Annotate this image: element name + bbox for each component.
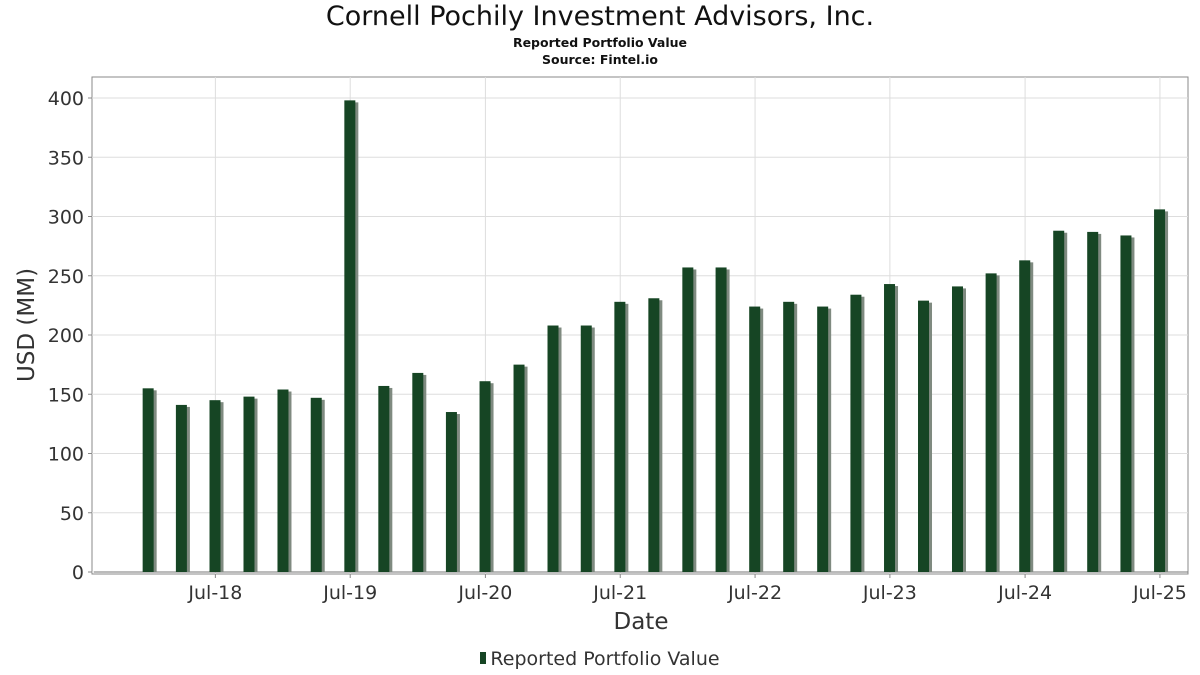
chart-source: Source: Fintel.io [542, 52, 658, 67]
bar [749, 306, 761, 572]
bar [378, 385, 390, 572]
x-tick-label: Jul-19 [322, 582, 377, 604]
bar [513, 364, 525, 572]
y-tick-label: 200 [48, 325, 84, 347]
bar [1154, 209, 1166, 572]
bar [479, 381, 491, 572]
bar [445, 412, 457, 572]
y-tick-label: 150 [48, 384, 84, 406]
bar [817, 306, 829, 572]
bar [951, 286, 963, 572]
bar [918, 300, 930, 572]
bar [1120, 235, 1132, 572]
bar [682, 267, 694, 572]
bar [310, 397, 322, 572]
x-axis-title: Date [614, 609, 669, 635]
y-tick-label: 250 [48, 266, 84, 288]
plot-area [91, 76, 1189, 575]
bars [94, 100, 1188, 573]
bar [142, 388, 154, 572]
bar [580, 325, 592, 572]
bar [648, 298, 660, 572]
bar [547, 325, 559, 572]
y-axis-title: USD (MM) [14, 268, 40, 382]
bar [277, 389, 289, 572]
x-axis: Jul-18 Jul-19 Jul-20 Jul-21 Jul-22 Jul-23 Jul-… [187, 574, 1187, 604]
x-tick-label: Jul-20 [457, 582, 512, 604]
bar [884, 284, 896, 572]
x-tick-label: Jul-18 [187, 582, 242, 604]
bar [715, 267, 727, 572]
bar [1053, 230, 1065, 572]
y-tick-label: 100 [48, 444, 84, 466]
bar [1019, 260, 1031, 572]
y-tick-label: 300 [48, 207, 84, 229]
x-tick-label: Jul-22 [727, 582, 782, 604]
bar [614, 301, 626, 572]
x-tick-label: Jul-24 [997, 582, 1052, 604]
y-tick-label: 0 [72, 562, 84, 584]
bar [412, 372, 424, 572]
bar [985, 273, 997, 572]
bar [1087, 231, 1099, 572]
chart-subtitle: Reported Portfolio Value [512, 35, 688, 50]
y-axis: 0 50 100 150 200 250 300 350 400 [48, 88, 92, 584]
y-tick-label: 50 [60, 503, 84, 525]
legend-label: Reported Portfolio Value [490, 648, 720, 670]
chart-title: Cornell Pochily Investment Advisors, Inc… [325, 1, 875, 32]
bar [850, 294, 862, 572]
bar [175, 404, 187, 572]
bar [243, 396, 255, 572]
legend: Reported Portfolio Value [0, 648, 1200, 670]
x-tick-label: Jul-23 [862, 582, 917, 604]
bar [783, 301, 795, 572]
x-tick-label: Jul-25 [1132, 582, 1187, 604]
legend-swatch [480, 652, 487, 664]
y-tick-label: 400 [48, 88, 84, 110]
y-tick-label: 350 [48, 147, 84, 169]
bar [209, 400, 221, 572]
x-tick-label: Jul-21 [592, 582, 647, 604]
bar [344, 100, 356, 573]
